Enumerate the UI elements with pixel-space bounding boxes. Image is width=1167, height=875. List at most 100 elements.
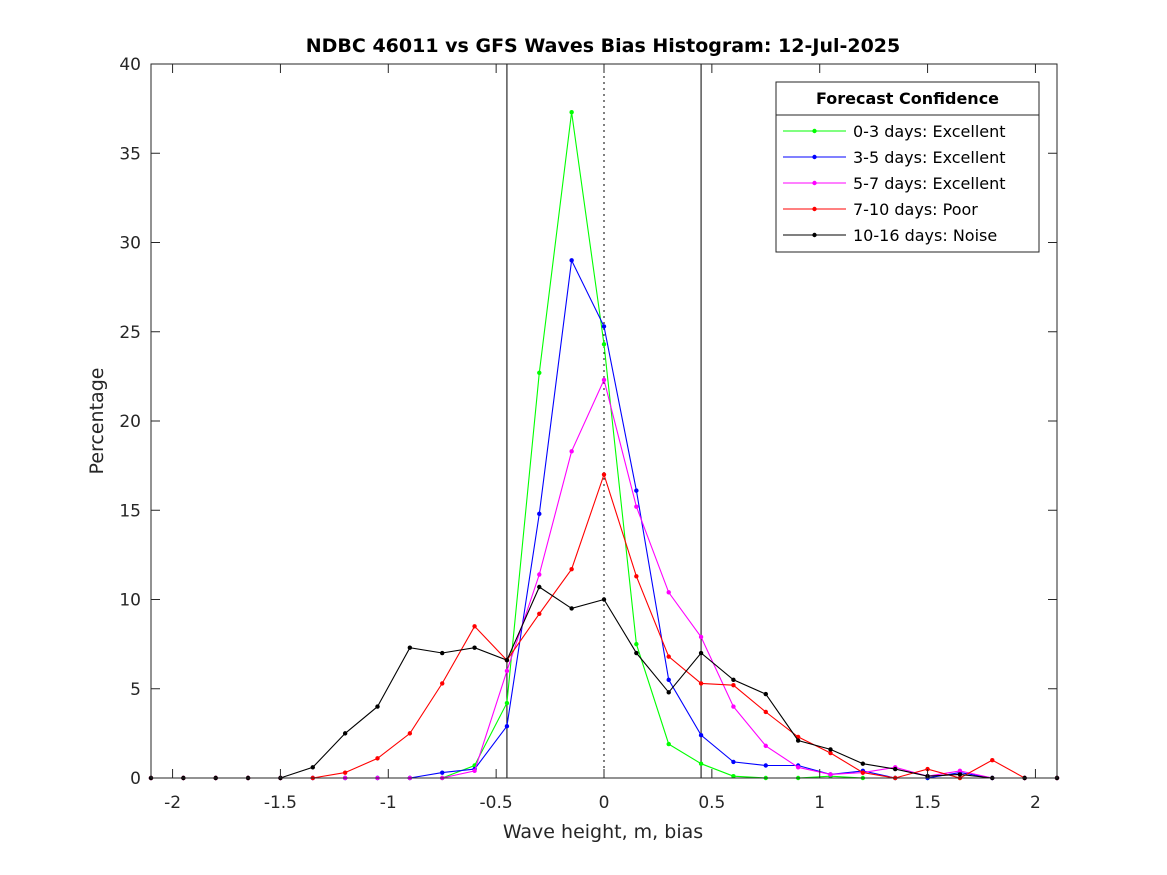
x-tick-label: 1.5 — [914, 793, 941, 813]
legend-marker — [812, 232, 817, 238]
data-point — [731, 704, 736, 709]
data-point — [504, 657, 510, 663]
data-point — [731, 677, 736, 683]
data-point — [990, 757, 995, 763]
data-point — [601, 597, 607, 602]
data-point — [472, 645, 477, 650]
legend-item-label: 10-16 days: Noise — [853, 226, 997, 245]
data-point — [537, 511, 542, 517]
data-point — [957, 772, 963, 777]
series-group — [148, 584, 1060, 781]
data-point — [537, 584, 542, 590]
data-point — [537, 611, 542, 616]
data-point — [375, 704, 380, 709]
data-point — [472, 768, 477, 774]
data-point — [763, 691, 768, 697]
data-point — [407, 645, 413, 650]
legend-marker — [812, 154, 817, 160]
data-point — [666, 690, 671, 695]
y-tick-label: 15 — [119, 501, 141, 521]
data-point — [440, 650, 445, 656]
x-axis: -2 -1.5 -1 -0.5 0 0.5 1 1.5 2 — [164, 64, 1041, 813]
legend: Forecast Confidence 0-3 days: Excellent 3-… — [775, 81, 1040, 253]
data-point — [666, 741, 671, 747]
data-point — [828, 772, 833, 777]
data-point — [407, 731, 413, 736]
data-point — [763, 743, 768, 749]
chart-title: NDBC 46011 vs GFS Waves Bias Histogram: … — [306, 35, 901, 57]
y-tick-label: 10 — [119, 591, 141, 611]
data-point — [342, 731, 348, 736]
x-tick-label: 1 — [814, 793, 825, 813]
data-point — [698, 681, 704, 686]
data-point — [601, 324, 607, 329]
data-point — [569, 566, 574, 572]
data-point — [731, 682, 736, 688]
data-point — [666, 590, 671, 595]
data-point — [375, 756, 380, 761]
legend-title: Forecast Confidence — [816, 89, 999, 108]
data-point — [504, 700, 510, 706]
data-point — [957, 768, 963, 774]
data-point — [698, 650, 704, 656]
y-tick-label: 30 — [119, 234, 141, 254]
x-tick-label: -1.5 — [264, 793, 297, 813]
y-tick-label: 5 — [130, 680, 141, 700]
data-point — [893, 766, 898, 772]
data-point — [310, 765, 315, 770]
legend-item-label: 5-7 days: Excellent — [853, 174, 1006, 193]
y-tick-label: 25 — [119, 323, 141, 343]
data-point — [731, 774, 736, 779]
data-point — [440, 770, 445, 775]
legend-marker — [812, 180, 817, 186]
y-axis-label: Percentage — [86, 368, 108, 475]
data-point — [601, 377, 607, 383]
x-tick-label: 0 — [599, 793, 610, 813]
data-point — [601, 472, 607, 477]
y-axis: 0 5 10 15 20 25 30 35 40 — [119, 55, 1057, 789]
data-point — [795, 765, 801, 770]
data-point — [634, 574, 639, 579]
data-point — [698, 634, 704, 640]
y-tick-label: 0 — [130, 769, 141, 789]
y-tick-label: 40 — [119, 55, 141, 75]
data-point — [569, 449, 574, 454]
data-point — [504, 668, 510, 674]
data-point — [634, 641, 639, 647]
data-point — [342, 770, 348, 775]
data-point — [860, 761, 866, 766]
data-point — [828, 747, 833, 752]
data-point — [601, 342, 607, 347]
x-tick-label: -0.5 — [480, 793, 513, 813]
data-point — [569, 109, 574, 115]
legend-box — [775, 81, 1040, 253]
data-point — [763, 763, 768, 768]
y-tick-label: 20 — [119, 412, 141, 432]
x-axis-label: Wave height, m, bias — [503, 821, 703, 843]
x-tick-label: -1 — [380, 793, 397, 813]
data-point — [569, 258, 574, 263]
legend-marker — [812, 206, 817, 212]
data-point — [666, 677, 671, 683]
data-point — [472, 624, 477, 629]
data-point — [666, 654, 671, 659]
legend-item-label: 3-5 days: Excellent — [853, 148, 1006, 167]
data-point — [440, 681, 445, 686]
x-tick-label: -2 — [164, 793, 181, 813]
data-point — [504, 724, 510, 729]
data-point — [763, 709, 768, 715]
data-point — [537, 572, 542, 577]
data-point — [828, 750, 833, 756]
data-point — [698, 732, 704, 738]
x-tick-label: 0.5 — [698, 793, 725, 813]
data-point — [795, 738, 801, 743]
legend-item-label: 0-3 days: Excellent — [853, 122, 1006, 141]
data-point — [698, 761, 704, 766]
data-point — [860, 770, 866, 775]
data-point — [634, 504, 639, 509]
legend-marker — [812, 128, 817, 134]
x-tick-label: 2 — [1030, 793, 1041, 813]
data-point — [731, 759, 736, 765]
data-point — [537, 370, 542, 376]
